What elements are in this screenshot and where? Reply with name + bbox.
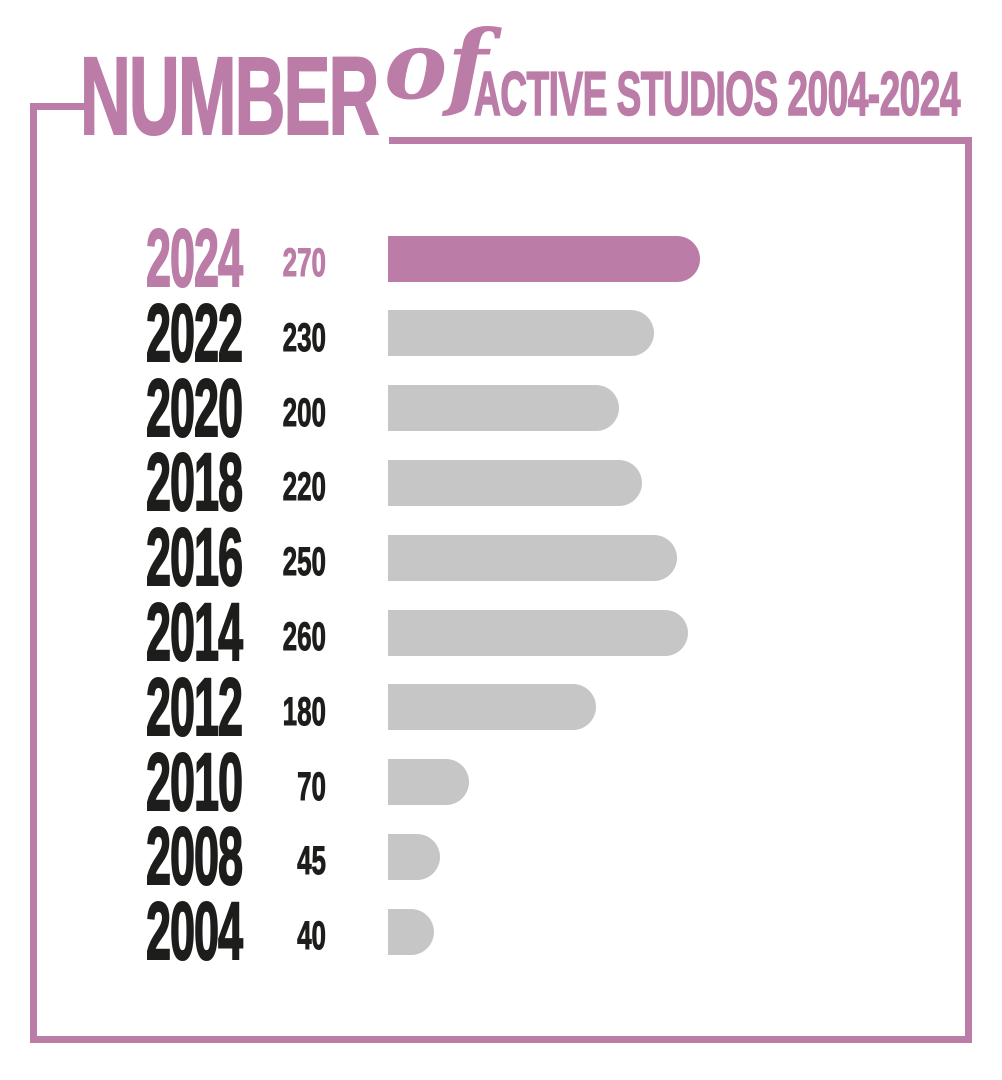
- chart-row: 2016 250: [0, 512, 1002, 604]
- frame-left-border: [30, 103, 37, 1043]
- value-label: 180: [282, 689, 326, 734]
- frame-top-right-segment: [389, 137, 972, 144]
- title-word-of: of: [384, 10, 489, 121]
- bar: [388, 759, 469, 806]
- value-label: 40: [297, 914, 327, 959]
- value-label: 260: [282, 615, 326, 660]
- chart-row: 2012 180: [0, 661, 1002, 753]
- bar: [388, 235, 700, 282]
- year-label: 2010: [145, 736, 243, 828]
- year-label: 2024: [145, 213, 243, 304]
- bar: [388, 908, 434, 955]
- chart-row: 2018 220: [0, 437, 1002, 529]
- chart-row: 2022 230: [0, 287, 1002, 379]
- year-label: 2018: [145, 437, 243, 529]
- value-label: 220: [282, 465, 326, 510]
- year-label: 2004: [145, 886, 243, 978]
- year-label: 2008: [145, 811, 243, 903]
- bar: [388, 833, 440, 880]
- value-label: 250: [282, 540, 326, 585]
- bar: [388, 609, 688, 656]
- year-label: 2016: [145, 512, 243, 604]
- chart-row: 2004 40: [0, 886, 1002, 978]
- title-word-number: NUMBER: [79, 35, 380, 158]
- frame-top-left-segment: [30, 103, 86, 110]
- bar: [388, 534, 677, 581]
- year-label: 2014: [145, 587, 243, 678]
- value-label: 200: [282, 390, 326, 435]
- chart-row: 2010 70: [0, 736, 1002, 828]
- value-label: 230: [282, 315, 326, 360]
- value-label: 45: [297, 839, 327, 884]
- value-label: 270: [282, 241, 326, 286]
- chart-row: 2014 260: [0, 587, 1002, 678]
- chart-row: 2020 200: [0, 362, 1002, 454]
- year-label: 2012: [145, 661, 243, 753]
- frame-right-border: [965, 137, 972, 1043]
- chart-row: 2008 45: [0, 811, 1002, 903]
- bar: [388, 459, 642, 506]
- chart-row: 2024 270: [0, 213, 1002, 304]
- value-label: 70: [297, 764, 327, 809]
- bar: [388, 310, 654, 357]
- bar: [388, 684, 596, 731]
- year-label: 2020: [145, 362, 243, 454]
- frame-bottom-border: [30, 1036, 972, 1043]
- bar: [388, 385, 619, 432]
- year-label: 2022: [145, 287, 243, 379]
- title-word-active-studios: ACTIVE STUDIOS 2004-2024: [474, 60, 961, 129]
